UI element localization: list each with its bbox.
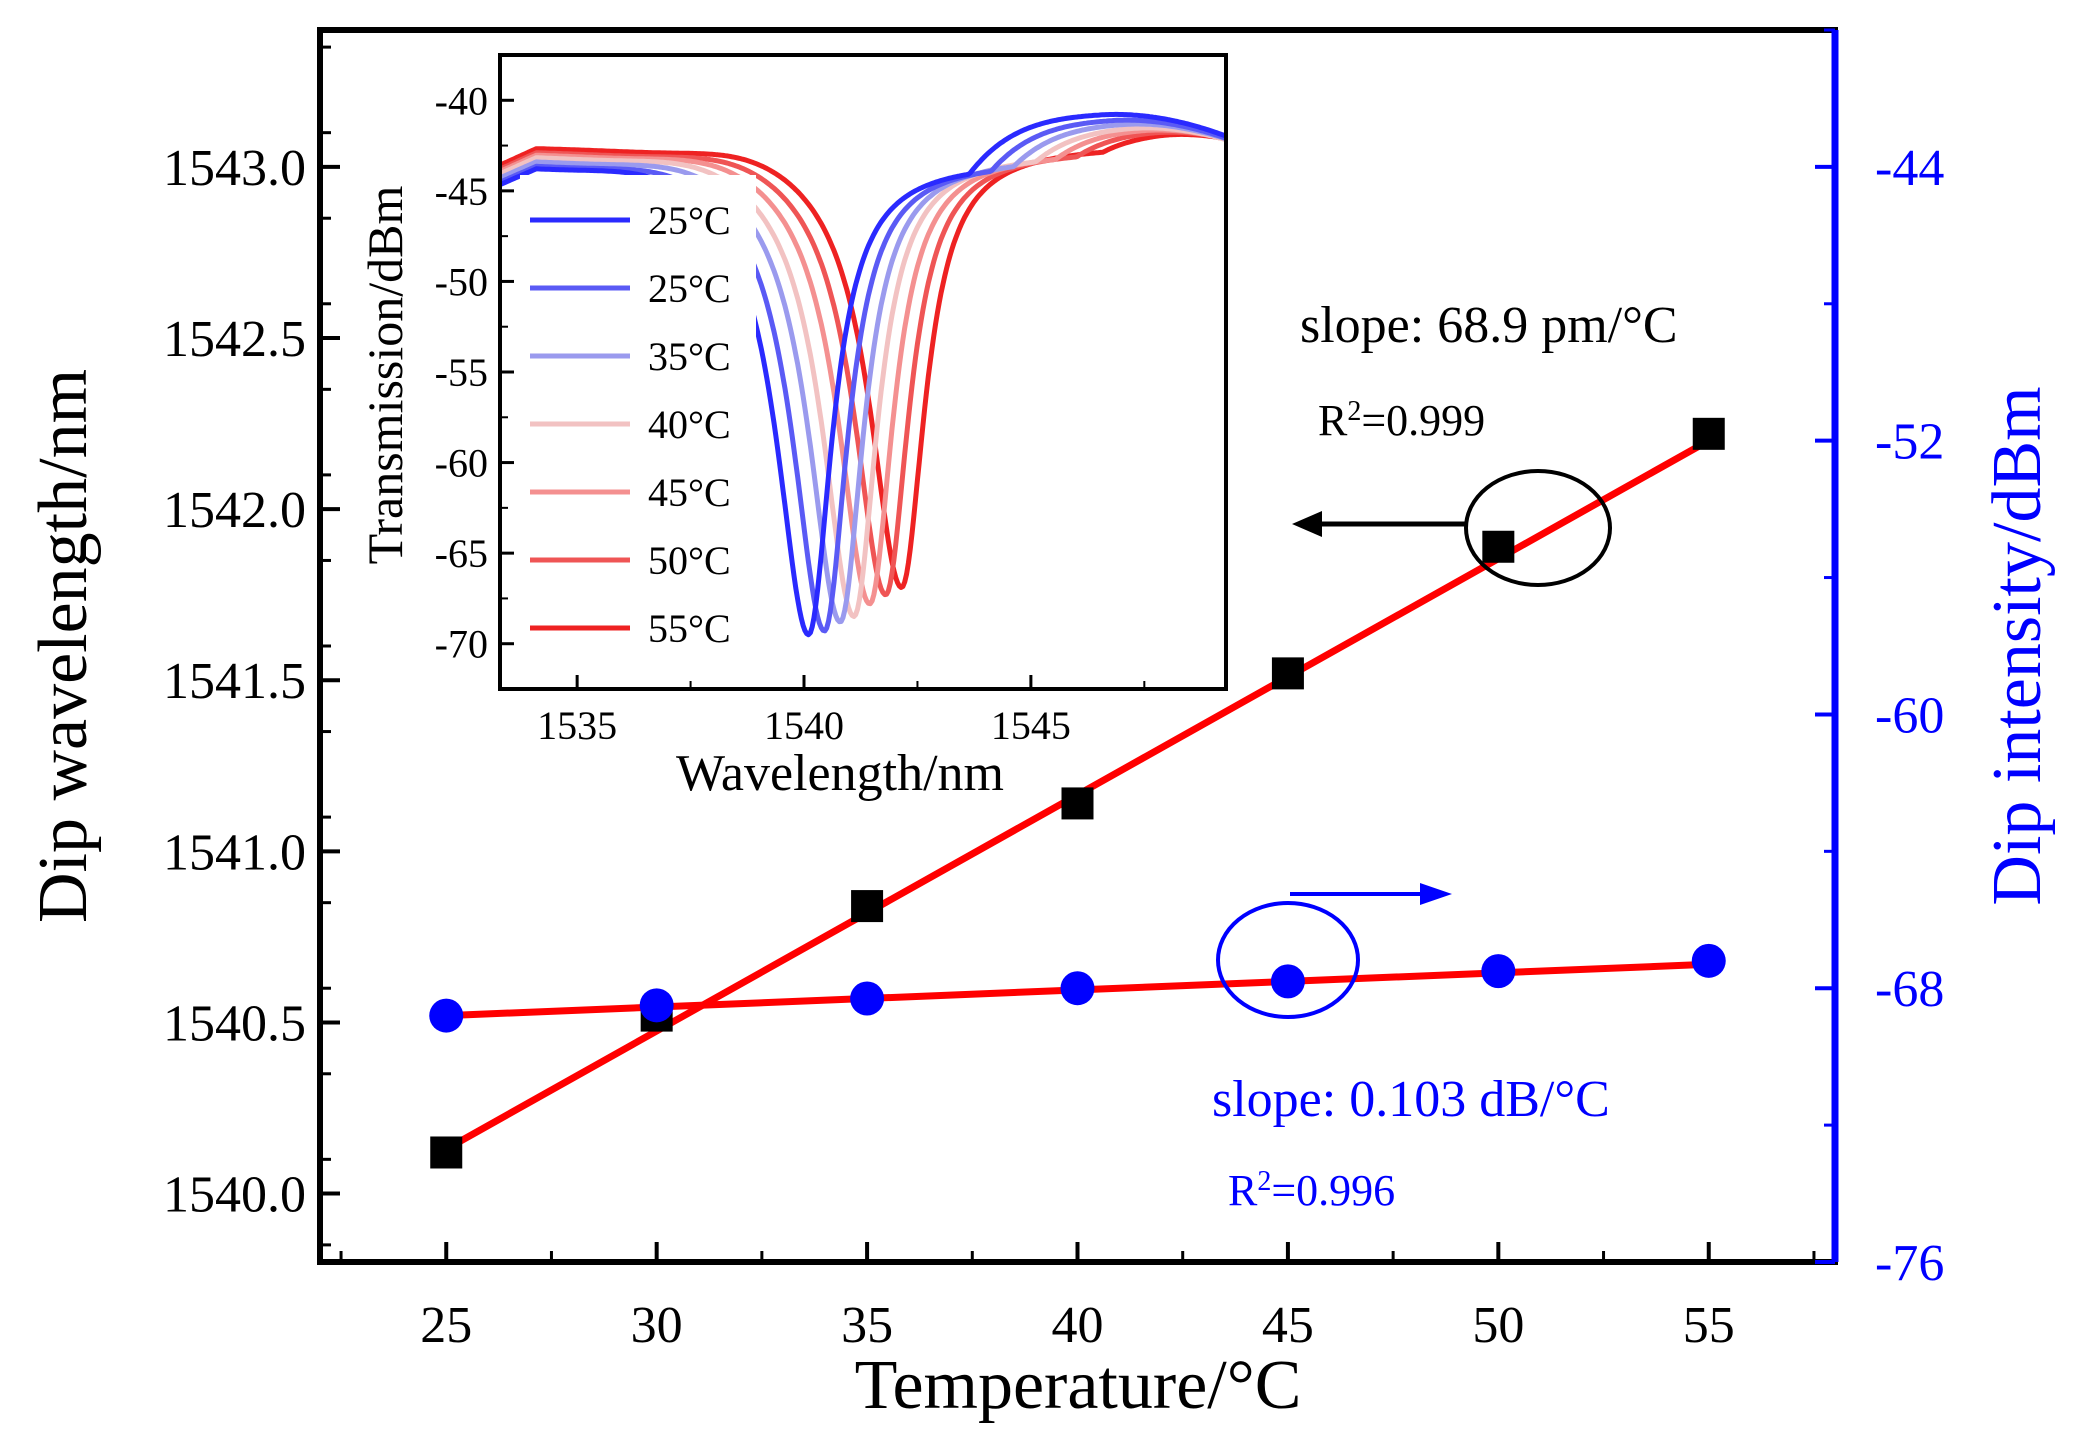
inset-y-tick-label: -60 xyxy=(435,441,488,486)
wavelength-data-point xyxy=(1482,530,1515,563)
intensity-data-point xyxy=(639,988,674,1023)
x-tick-label: 30 xyxy=(631,1297,683,1354)
left-axis-title: Dip wavelength/nm xyxy=(25,369,102,923)
inset-spectrum-line xyxy=(500,117,1226,634)
inset-legend-label: 55°C xyxy=(648,606,731,651)
x-axis-title: Temperature/°C xyxy=(855,1347,1302,1424)
inset-legend-label: 45°C xyxy=(648,470,731,515)
wavelength-r2-suffix: =0.999 xyxy=(1361,396,1485,445)
wavelength-data-point xyxy=(1692,417,1725,450)
left-y-tick-label: 1541.0 xyxy=(163,824,306,881)
left-y-tick-label: 1543.0 xyxy=(163,140,306,197)
x-tick-label: 45 xyxy=(1262,1297,1314,1354)
wavelength-data-point xyxy=(851,890,884,923)
left-y-tick-label: 1540.5 xyxy=(163,995,306,1052)
right-y-tick-label: -76 xyxy=(1875,1235,1944,1292)
inset-spectrum-line xyxy=(500,111,1226,638)
right-y-tick-label: -52 xyxy=(1875,414,1944,471)
wavelength-data-point xyxy=(1061,787,1094,820)
intensity-data-point xyxy=(850,981,885,1016)
right-axis-title: Dip intensity/dBm xyxy=(1979,386,2056,905)
intensity-slope-label: slope: 0.103 dB/°C xyxy=(1212,1071,1610,1128)
x-tick-label: 55 xyxy=(1683,1297,1735,1354)
right-y-tick-label: -68 xyxy=(1875,961,1944,1018)
inset-spectrum-line xyxy=(500,125,1226,619)
left-y-tick-label: 1541.5 xyxy=(163,653,306,710)
intensity-data-point xyxy=(1481,954,1516,989)
inset-x-tick-label: 1535 xyxy=(537,703,617,748)
wavelength-r2-sup: 2 xyxy=(1347,396,1361,427)
inset-y-axis-title: Transmission/dBm xyxy=(357,185,413,564)
x-tick-label: 40 xyxy=(1052,1297,1104,1354)
x-tick-label: 35 xyxy=(841,1297,893,1354)
inset-y-tick-label: -45 xyxy=(435,169,488,214)
inset-x-axis-title: Wavelength/nm xyxy=(676,745,1004,802)
inset-spectrum-line xyxy=(500,121,1226,625)
inset-legend-label: 25°C xyxy=(648,266,731,311)
right-arrowhead xyxy=(1420,883,1452,905)
intensity-r2-label: R2=0.996 xyxy=(1228,1166,1395,1216)
intensity-r2-suffix: =0.996 xyxy=(1271,1166,1395,1215)
x-tick-label: 50 xyxy=(1472,1297,1524,1354)
inset-legend-label: 35°C xyxy=(648,334,731,379)
inset-spectrum-line xyxy=(500,131,1226,590)
intensity-data-point xyxy=(1270,964,1305,999)
inset-legend-label: 40°C xyxy=(648,402,731,447)
wavelength-r2-prefix: R xyxy=(1318,396,1348,445)
intensity-data-point xyxy=(1060,971,1095,1006)
inset-y-tick-label: -70 xyxy=(435,622,488,667)
wavelength-data-point xyxy=(430,1136,463,1169)
inset-x-tick-label: 1540 xyxy=(764,703,844,748)
inset-x-tick-label: 1545 xyxy=(991,703,1071,748)
wavelength-series-circle xyxy=(1464,469,1612,587)
wavelength-r2-label: R2=0.999 xyxy=(1318,396,1485,446)
wavelength-data-point xyxy=(1271,657,1304,690)
inset-y-tick-label: -55 xyxy=(435,350,488,395)
left-y-tick-label: 1540.0 xyxy=(163,1167,306,1224)
right-y-tick-label: -44 xyxy=(1875,140,1944,197)
left-arrowhead xyxy=(1292,511,1322,537)
inset-y-tick-label: -65 xyxy=(435,531,488,576)
inset-legend-label: 25°C xyxy=(648,198,731,243)
x-tick-label: 25 xyxy=(420,1297,472,1354)
intensity-data-point xyxy=(429,998,464,1033)
intensity-r2-prefix: R xyxy=(1228,1166,1258,1215)
inset-y-tick-label: -40 xyxy=(435,78,488,123)
right-y-tick-label: -60 xyxy=(1875,687,1944,744)
inset-y-tick-label: -50 xyxy=(435,259,488,304)
wavelength-slope-label: slope: 68.9 pm/°C xyxy=(1300,297,1678,354)
inset-legend-label: 50°C xyxy=(648,538,731,583)
intensity-data-point xyxy=(1691,943,1726,978)
intensity-r2-sup: 2 xyxy=(1257,1166,1271,1197)
intensity-series-circle xyxy=(1216,901,1360,1019)
left-y-tick-label: 1542.5 xyxy=(163,311,306,368)
left-y-tick-label: 1542.0 xyxy=(163,482,306,539)
